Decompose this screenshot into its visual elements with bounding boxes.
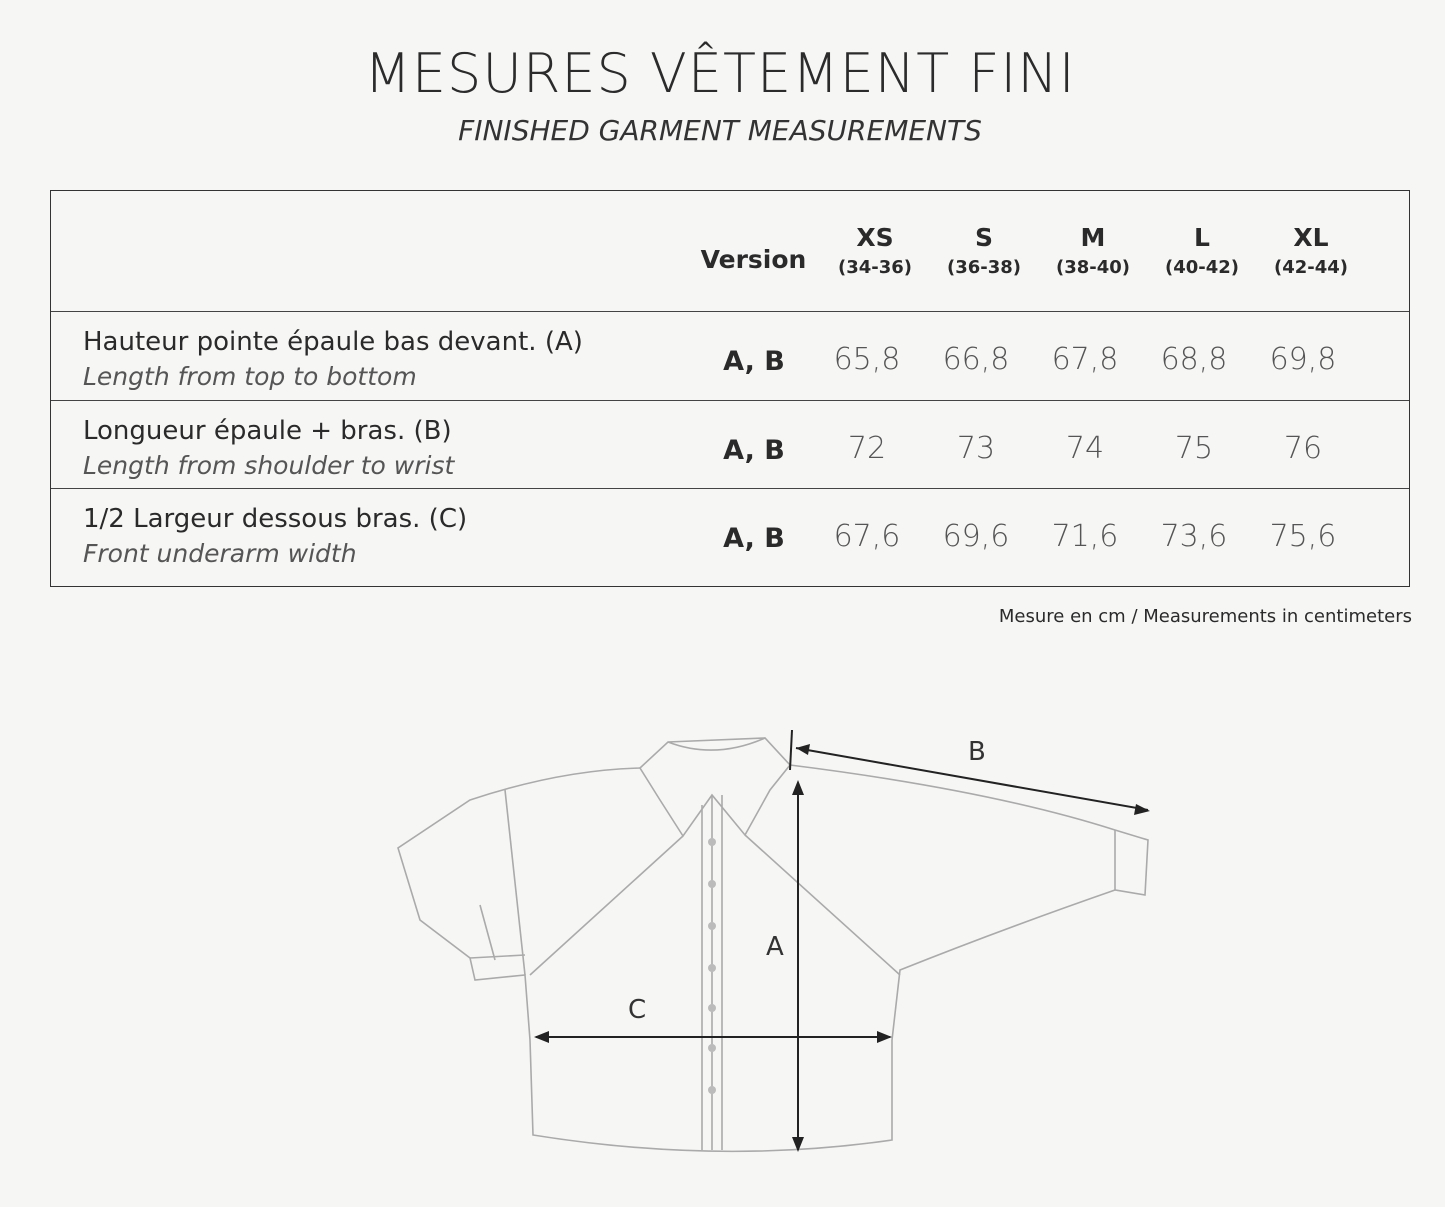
row-value: 76 <box>1283 431 1323 466</box>
shirt-outline <box>397 737 1149 1153</box>
row-version: A, B <box>723 346 785 377</box>
size-range: (34-36) <box>837 257 913 278</box>
measure-arrows <box>534 729 1150 1152</box>
size-header-xl: XL <box>1293 223 1329 252</box>
size-header-m: M <box>1080 223 1106 252</box>
label-a: A <box>766 932 784 962</box>
size-range: (36-38) <box>946 257 1022 278</box>
row-value: 66,8 <box>942 342 1010 377</box>
version-header: Version <box>700 245 807 274</box>
button-icons <box>708 838 716 1094</box>
row-value: 73,6 <box>1160 519 1228 554</box>
row-sublabel: Length from shoulder to wrist <box>83 451 455 480</box>
row-version: A, B <box>723 523 785 554</box>
units-note: Mesure en cm / Measurements in centimete… <box>998 606 1412 627</box>
row-value: 72 <box>847 431 887 466</box>
divider <box>51 311 1409 312</box>
size-range: (40-42) <box>1164 257 1240 278</box>
row-sublabel: Front underarm width <box>83 539 357 568</box>
size-header-l: L <box>1194 223 1210 252</box>
label-b: B <box>968 737 986 767</box>
row-version: A, B <box>723 435 785 466</box>
label-c: C <box>628 995 646 1025</box>
row-value: 73 <box>956 431 996 466</box>
row-label: Hauteur pointe épaule bas devant. (A) <box>83 327 583 357</box>
row-value: 71,6 <box>1051 519 1119 554</box>
row-value: 68,8 <box>1160 342 1228 377</box>
row-value: 65,8 <box>833 342 901 377</box>
row-value: 69,8 <box>1269 342 1337 377</box>
row-value: 67,6 <box>833 519 901 554</box>
arrow-b <box>795 747 1149 811</box>
row-value: 75 <box>1174 431 1214 466</box>
row-value: 75,6 <box>1269 519 1337 554</box>
row-label: Longueur épaule + bras. (B) <box>83 416 452 446</box>
divider <box>51 488 1409 489</box>
row-value: 74 <box>1065 431 1105 466</box>
size-header-s: S <box>974 223 993 252</box>
row-label: 1/2 Largeur dessous bras. (C) <box>83 504 468 534</box>
size-header-xs: XS <box>856 223 894 252</box>
page-subtitle: FINISHED GARMENT MEASUREMENTS <box>458 114 982 147</box>
row-value: 69,6 <box>942 519 1010 554</box>
row-sublabel: Length from top to bottom <box>83 362 417 391</box>
divider <box>51 400 1409 401</box>
row-value: 67,8 <box>1051 342 1119 377</box>
measurements-table: Version XS (34-36) S (36-38) M (38-40) L (4… <box>50 190 1410 587</box>
page-title: MESURES VÊTEMENT FINI <box>364 42 1076 105</box>
size-range: (42-44) <box>1273 257 1349 278</box>
size-range: (38-40) <box>1055 257 1131 278</box>
